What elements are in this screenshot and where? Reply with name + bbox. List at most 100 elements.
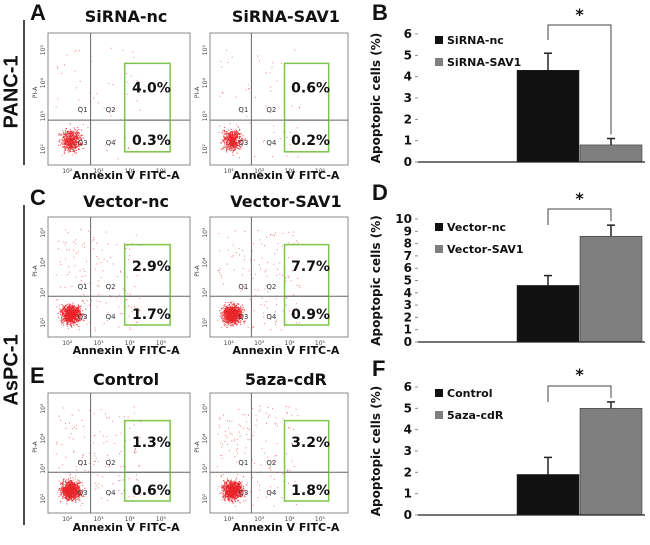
scatter-dot <box>64 286 66 288</box>
scatter-dot <box>127 146 129 148</box>
scatter-dot <box>67 317 69 319</box>
scatter-dot <box>67 495 69 497</box>
scatter-dot <box>240 322 242 324</box>
gate-box <box>123 419 171 502</box>
scatter-dot <box>73 256 75 258</box>
scatter-dot <box>77 148 79 151</box>
scatter-dot <box>236 124 238 126</box>
scatter-dot <box>240 314 242 316</box>
scatter-dot <box>65 484 67 486</box>
scatter-dot <box>60 482 62 484</box>
scatter-dot <box>107 500 109 502</box>
scatter-dot <box>140 263 142 265</box>
scatter-dot <box>226 320 228 322</box>
scatter-dot <box>83 242 85 244</box>
scatter-dot <box>224 481 226 483</box>
scatter-dot <box>218 132 220 134</box>
scatter-dot <box>258 60 260 62</box>
scatter-dot <box>76 138 78 140</box>
scatter-dot <box>228 314 230 316</box>
scatter-dot <box>66 138 68 141</box>
scatter-dot <box>71 317 73 319</box>
scatter-dot <box>219 272 221 274</box>
scatter-dot <box>223 137 225 139</box>
scatter-dot <box>137 321 139 323</box>
x-tick-label: 10² <box>62 340 73 347</box>
scatter-dot <box>261 257 263 259</box>
scatter-dot <box>68 141 70 143</box>
scatter-dot <box>235 497 237 499</box>
scatter-dot <box>71 305 73 307</box>
scatter-dot <box>285 304 287 306</box>
scatter-dot <box>75 320 77 323</box>
scatter-dot <box>72 323 74 325</box>
scatter-dot <box>233 141 236 143</box>
scatter-dot <box>69 489 71 491</box>
q4-percent: 0.3% <box>132 133 171 149</box>
scatter-dot <box>71 313 73 315</box>
scatter-dot <box>223 146 225 148</box>
scatter-dot <box>226 136 229 138</box>
scatter-dot <box>103 322 105 324</box>
scatter-dot <box>232 307 234 309</box>
scatter-dot <box>66 495 68 497</box>
scatter-dot <box>76 485 78 487</box>
scatter-dot <box>93 237 95 239</box>
scatter-dot <box>66 146 68 148</box>
scatter-dot <box>80 129 83 131</box>
scatter-dot <box>69 147 71 149</box>
scatter-dot <box>260 303 262 305</box>
scatter-dot <box>270 86 272 88</box>
scatter-dot <box>232 140 234 142</box>
scatter-dot <box>65 135 67 137</box>
scatter-dot <box>226 310 228 312</box>
scatter-dot <box>128 315 130 317</box>
scatter-dot <box>64 311 66 313</box>
scatter-dot <box>77 492 79 494</box>
scatter-dot <box>67 491 69 493</box>
scatter-dot <box>233 314 235 316</box>
scatter-dot <box>67 481 69 483</box>
scatter-dot <box>67 488 69 490</box>
scatter-dot <box>280 62 282 64</box>
scatter-dot <box>82 502 84 504</box>
scatter-dot <box>252 278 254 280</box>
scatter-dot <box>64 305 66 307</box>
scatter-dot <box>139 267 141 269</box>
scatter-dot <box>102 476 104 478</box>
scatter-dot <box>232 146 234 148</box>
scatter-dot <box>74 51 76 53</box>
scatter-dot <box>78 306 80 308</box>
scatter-dot <box>238 137 240 139</box>
scatter-dot <box>72 133 74 135</box>
scatter-dot <box>242 493 244 495</box>
scatter-dot <box>77 317 79 319</box>
scatter-dot <box>74 500 77 502</box>
scatter-dot <box>232 255 234 257</box>
scatter-dot <box>73 482 75 484</box>
scatter-dot <box>72 150 74 152</box>
scatter-dot <box>133 424 135 426</box>
scatter-dot <box>228 309 230 311</box>
scatter-dot <box>75 131 77 133</box>
scatter-dot <box>70 488 72 490</box>
quadrant-label: Q3 <box>238 313 248 321</box>
scatter-dot <box>278 107 280 109</box>
scatter-dot <box>70 310 72 312</box>
scatter-dot <box>232 143 234 145</box>
scatter-dot <box>65 498 67 500</box>
scatter-dot <box>133 57 135 59</box>
scatter-dot <box>61 488 63 490</box>
scatter-dot <box>74 483 76 485</box>
scatter-dot <box>79 50 81 52</box>
scatter-dot <box>75 315 77 317</box>
scatter-dot <box>226 312 228 314</box>
scatter-dot <box>298 107 300 109</box>
scatter-dot <box>131 311 133 313</box>
panel-letter: C <box>30 185 46 210</box>
scatter-dot <box>238 318 240 321</box>
scatter-dot <box>70 143 73 145</box>
scatter-dot <box>229 317 231 319</box>
scatter-dot <box>235 492 237 494</box>
scatter-dot <box>94 268 96 270</box>
